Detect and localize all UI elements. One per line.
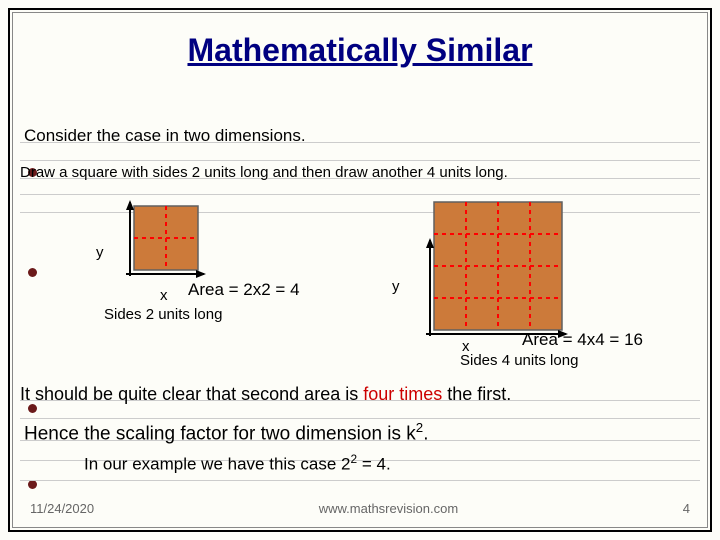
text-fragment: It should be quite clear that second are… (20, 384, 363, 404)
text-conclusion: It should be quite clear that second are… (20, 384, 511, 405)
y-axis-label: y (96, 244, 104, 261)
text-fragment: . (423, 423, 428, 444)
text-fragment: Hence the scaling factor for two dimensi… (24, 423, 416, 444)
text-fragment: the first. (442, 384, 511, 404)
area-text-large: Area = 4x4 = 16 (522, 330, 643, 350)
sides-text-large: Sides 4 units long (460, 352, 578, 369)
text-fragment: = 4. (357, 455, 391, 474)
page-title: Mathematically Similar (20, 20, 700, 69)
sides-text-small: Sides 2 units long (104, 306, 222, 323)
footer-site: www.mathsrevision.com (319, 501, 458, 516)
x-axis-label: x (160, 287, 168, 304)
footer-date: 11/24/2020 (30, 501, 94, 516)
text-scaling-factor: Hence the scaling factor for two dimensi… (24, 420, 428, 445)
text-example: In our example we have this case 22 = 4. (84, 452, 391, 475)
slide-footer: 11/24/2020 www.mathsrevision.com 4 (30, 501, 690, 516)
footer-page: 4 (683, 501, 690, 516)
ruled-line (20, 194, 700, 195)
text-four-times: four times (363, 384, 442, 404)
area-text-small: Area = 2x2 = 4 (188, 280, 300, 300)
slide-content: Mathematically Similar Consider the case… (20, 20, 700, 520)
ruled-line (20, 480, 700, 481)
y-axis-label: y (392, 278, 400, 295)
text-consider: Consider the case in two dimensions. (24, 126, 306, 146)
text-draw-instruction: Draw a square with sides 2 units long an… (20, 164, 508, 181)
ruled-line (20, 160, 700, 161)
text-fragment: In our example we have this case 2 (84, 455, 350, 474)
ruled-line (20, 418, 700, 419)
